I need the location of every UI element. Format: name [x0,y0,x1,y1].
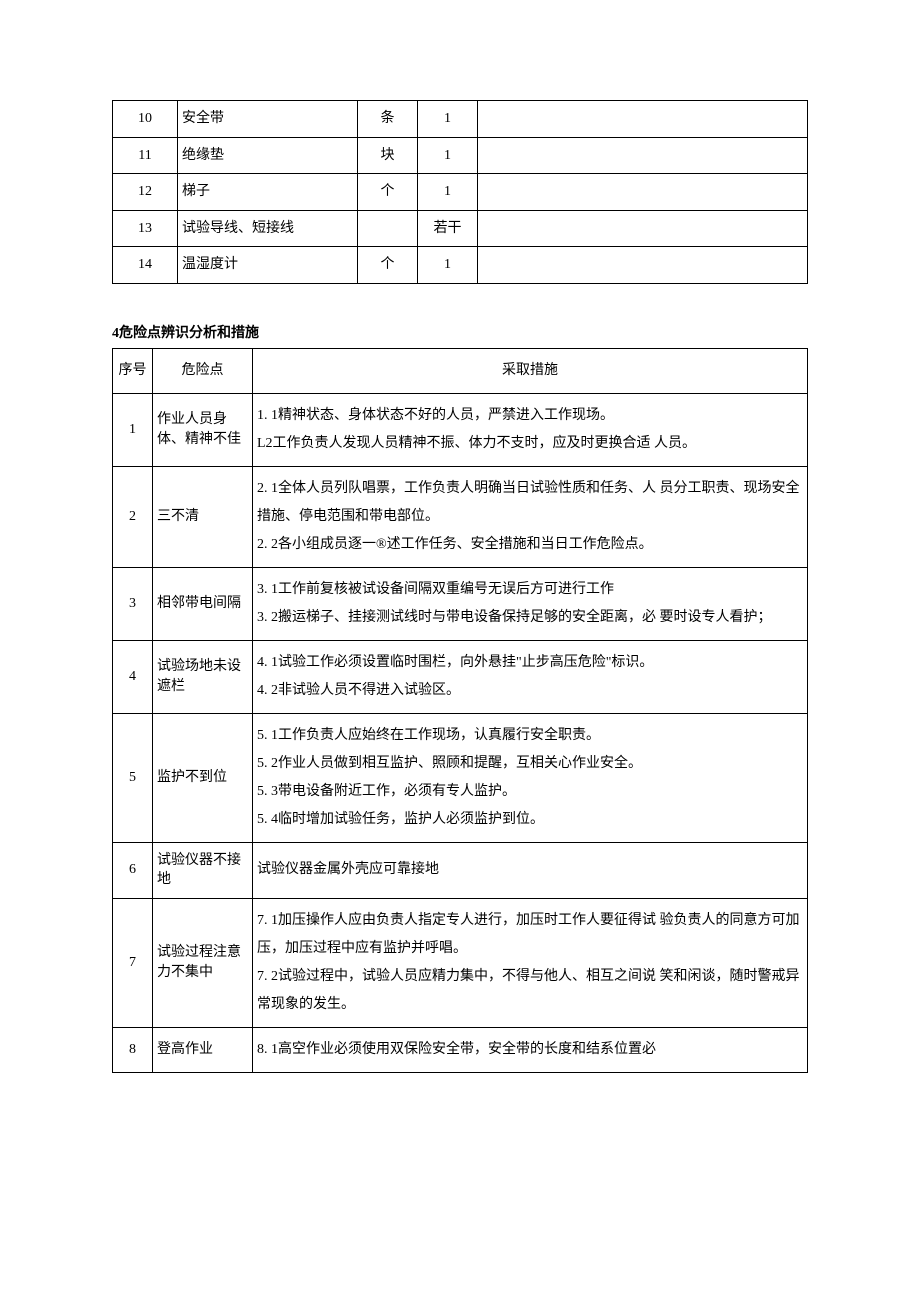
header-cell: 采取措施 [253,348,808,393]
cell-point: 作业人员身 体、精神不佳 [153,393,253,466]
cell: 试验导线、短接线 [178,210,358,247]
table-header-row: 序号危险点采取措施 [113,348,808,393]
cell-point: 相邻带电间隔 [153,567,253,640]
cell-measure: 8. 1高空作业必须使用双保险安全带，安全带的长度和结系位置必 [253,1027,808,1072]
cell [478,174,808,211]
cell-no: 5 [113,713,153,842]
cell-point: 三不清 [153,466,253,567]
cell: 1 [418,247,478,284]
risk-table: 序号危险点采取措施1作业人员身 体、精神不佳1. 1精神状态、身体状态不好的人员… [112,348,808,1073]
cell: 1 [418,174,478,211]
cell-measure: 2. 1全体人员列队唱票，工作负责人明确当日试验性质和任务、人 员分工职责、现场… [253,466,808,567]
cell-no: 7 [113,898,153,1027]
table-row: 1作业人员身 体、精神不佳1. 1精神状态、身体状态不好的人员，严禁进入工作现场… [113,393,808,466]
cell: 绝缘垫 [178,137,358,174]
table-row: 13试验导线、短接线 若干 [113,210,808,247]
cell: 10 [113,101,178,138]
cell [478,137,808,174]
table-row: 7试验过程注意力不集中7. 1加压操作人应由负责人指定专人进行，加压时工作人要征… [113,898,808,1027]
table-row: 12梯子个1 [113,174,808,211]
table-row: 8登高作业8. 1高空作业必须使用双保险安全带，安全带的长度和结系位置必 [113,1027,808,1072]
cell-measure: 3. 1工作前复核被试设备间隔双重编号无误后方可进行工作 3. 2搬运梯子、挂接… [253,567,808,640]
cell: 梯子 [178,174,358,211]
table-row: 4试验场地未设遮栏4. 1试验工作必须设置临时围栏，向外悬挂"止步高压危险"标识… [113,640,808,713]
table-row: 5监护不到位5. 1工作负责人应始终在工作现场，认真履行安全职责。 5. 2作业… [113,713,808,842]
table-row: 11绝缘垫块1 [113,137,808,174]
table-row: 10安全带条1 [113,101,808,138]
cell-point: 登高作业 [153,1027,253,1072]
cell-point: 试验仪器不接地 [153,842,253,898]
cell-no: 1 [113,393,153,466]
cell-measure: 5. 1工作负责人应始终在工作现场，认真履行安全职责。 5. 2作业人员做到相互… [253,713,808,842]
cell-measure: 7. 1加压操作人应由负责人指定专人进行，加压时工作人要征得试 验负责人的同意方… [253,898,808,1027]
cell-measure: 4. 1试验工作必须设置临时围栏，向外悬挂"止步高压危险"标识。 4. 2非试验… [253,640,808,713]
cell-no: 8 [113,1027,153,1072]
cell: 温湿度计 [178,247,358,284]
cell-point: 监护不到位 [153,713,253,842]
cell-measure: 1. 1精神状态、身体状态不好的人员，严禁进入工作现场。 L2工作负责人发现人员… [253,393,808,466]
cell: 1 [418,101,478,138]
cell: 块 [358,137,418,174]
cell [478,247,808,284]
cell-point: 试验过程注意力不集中 [153,898,253,1027]
cell: 11 [113,137,178,174]
cell: 安全带 [178,101,358,138]
table-row: 6试验仪器不接地试验仪器金属外壳应可靠接地 [113,842,808,898]
cell-no: 6 [113,842,153,898]
cell-no: 4 [113,640,153,713]
cell-point: 试验场地未设遮栏 [153,640,253,713]
cell: 13 [113,210,178,247]
cell-no: 2 [113,466,153,567]
cell: 条 [358,101,418,138]
table-row: 3相邻带电间隔3. 1工作前复核被试设备间隔双重编号无误后方可进行工作 3. 2… [113,567,808,640]
cell: 若干 [418,210,478,247]
table-row: 2三不清2. 1全体人员列队唱票，工作负责人明确当日试验性质和任务、人 员分工职… [113,466,808,567]
cell: 14 [113,247,178,284]
equipment-table: 10安全带条111绝缘垫块112梯子个113试验导线、短接线若干14温湿度计个1 [112,100,808,284]
cell: 个 [358,174,418,211]
cell: 1 [418,137,478,174]
table-row: 14温湿度计个1 [113,247,808,284]
header-cell: 序号 [113,348,153,393]
cell [478,210,808,247]
header-cell: 危险点 [153,348,253,393]
cell-measure: 试验仪器金属外壳应可靠接地 [253,842,808,898]
cell [478,101,808,138]
cell-no: 3 [113,567,153,640]
section-title: 4危险点辨识分析和措施 [112,324,808,344]
cell [358,210,418,247]
cell: 12 [113,174,178,211]
cell: 个 [358,247,418,284]
